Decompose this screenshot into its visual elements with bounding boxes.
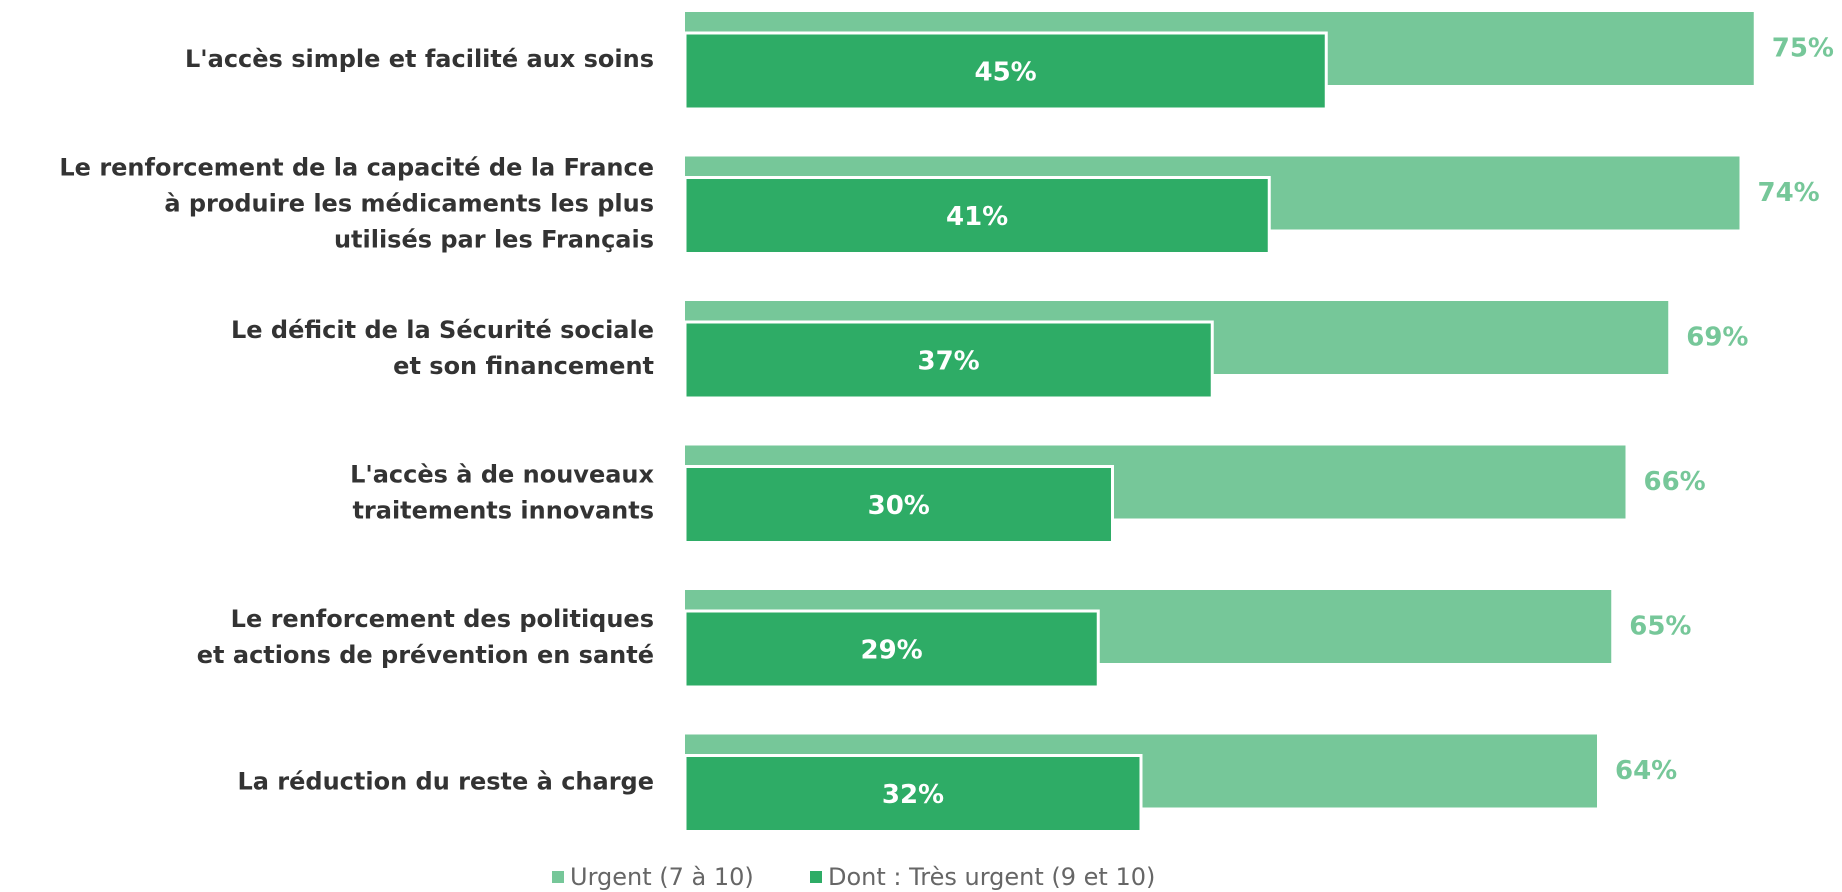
value-label: 64% — [1615, 756, 1677, 786]
value-label: 32% — [882, 780, 944, 810]
value-label: 30% — [868, 491, 930, 521]
category-label: utilisés par les Français — [334, 226, 654, 254]
category-label: La réduction du reste à charge — [237, 768, 654, 796]
bar — [683, 754, 1143, 833]
value-label: 74% — [1758, 178, 1820, 208]
bar — [683, 176, 1271, 255]
category-label: et son financement — [393, 352, 654, 380]
category-label: L'accès simple et facilité aux soins — [185, 45, 654, 73]
bar — [683, 320, 1214, 400]
value-label: 29% — [861, 636, 923, 666]
legend-label: Dont : Très urgent (9 et 10) — [828, 863, 1155, 891]
value-label: 66% — [1644, 467, 1706, 497]
bar — [683, 465, 1114, 544]
legend-label: Urgent (7 à 10) — [570, 863, 754, 891]
value-label: 41% — [946, 202, 1008, 232]
value-label: 75% — [1772, 34, 1834, 64]
bar — [683, 609, 1100, 689]
category-label: Le déficit de la Sécurité sociale — [231, 316, 654, 344]
category-label: Le renforcement des politiques — [231, 605, 654, 633]
category-label: Le renforcement de la capacité de la Fra… — [59, 154, 654, 182]
legend-swatch — [810, 871, 822, 883]
value-label: 65% — [1629, 612, 1691, 642]
bar — [683, 31, 1328, 111]
category-label: à produire les médicaments les plus — [164, 190, 654, 218]
category-label: L'accès à de nouveaux — [350, 461, 654, 489]
value-label: 37% — [918, 347, 980, 377]
value-label: 69% — [1686, 323, 1748, 353]
value-label: 45% — [975, 58, 1037, 88]
category-label: traitements innovants — [352, 497, 654, 525]
category-label: et actions de prévention en santé — [197, 641, 654, 669]
legend-swatch — [552, 871, 564, 883]
